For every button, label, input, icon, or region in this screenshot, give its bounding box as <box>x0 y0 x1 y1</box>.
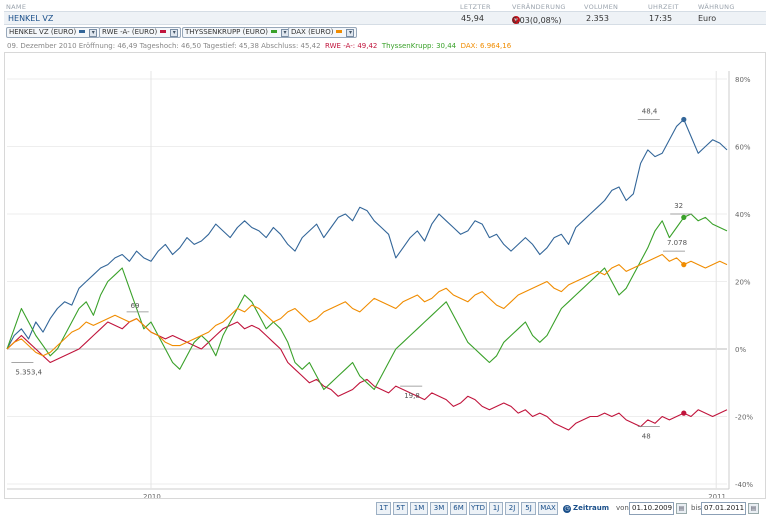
range-6m-button[interactable]: 6M <box>450 502 467 515</box>
chip-henkel[interactable]: HENKEL VZ (EURO) ▾ <box>6 27 101 38</box>
series-swatch <box>79 30 86 33</box>
range-1j-button[interactable]: 1J <box>489 502 503 515</box>
chip-label: HENKEL VZ (EURO) <box>9 28 77 36</box>
series-swatch <box>271 30 277 33</box>
y-tick-label: -20% <box>735 414 753 422</box>
chart-svg[interactable]: 80% 60% 40% 20% 0% -20% -40% 2010 2011 48,4 32 7.07… <box>5 53 765 498</box>
calendar-icon[interactable]: ▤ <box>676 503 687 514</box>
annotation-label: 48 <box>642 433 651 441</box>
column-header: NAME LETZTER VERÄNDERUNG VOLUMEN UHRZEIT… <box>4 2 766 12</box>
range-max-button[interactable]: MAX <box>538 502 558 515</box>
chip-rwe[interactable]: RWE -A- (EURO) ▾ <box>99 27 182 38</box>
col-volume: VOLUMEN <box>584 3 619 11</box>
chip-label: THYSSENKRUPP (EURO) <box>185 28 268 36</box>
dropdown-icon[interactable]: ▾ <box>89 29 98 37</box>
chip-label: DAX (EURO) <box>291 28 334 36</box>
series-line-henkel-vz <box>6 118 728 350</box>
annotation-label: 69 <box>131 302 140 310</box>
chart-lines <box>6 118 728 431</box>
day-info: 09. Dezember 2010 Eröffnung: 46,49 Tages… <box>7 42 511 50</box>
info-rwe: RWE -A-: 49,42 <box>325 42 378 50</box>
y-tick-label: -40% <box>735 481 753 489</box>
quote-currency: Euro <box>698 14 717 23</box>
series-line-thyssenkrupp <box>6 213 728 391</box>
chip-label: RWE -A- (EURO) <box>102 28 158 36</box>
col-time: UHRZEIT <box>648 3 679 11</box>
annotation-label: 48,4 <box>642 108 658 116</box>
day-info-text: 09. Dezember 2010 Eröffnung: 46,49 Tages… <box>7 42 321 50</box>
chart-grid <box>7 71 730 490</box>
y-tick-label: 80% <box>735 76 751 84</box>
x-tick-label: 2011 <box>708 493 726 498</box>
series-marker <box>681 410 687 416</box>
annotation-label: 19,8 <box>404 392 420 400</box>
quote-last: 45,94 <box>461 14 484 23</box>
range-1t-button[interactable]: 1T <box>376 502 391 515</box>
col-name: NAME <box>6 3 27 11</box>
zeitraum-label: Zeitraum <box>573 504 610 512</box>
annotation-label: 5.353,4 <box>15 369 42 377</box>
down-arrow-icon: ▾ <box>512 16 520 24</box>
info-dax: DAX: 6.964,16 <box>460 42 512 50</box>
series-line-dax <box>6 253 728 357</box>
from-date-input[interactable]: 01.10.2009 <box>629 502 674 515</box>
range-5t-button[interactable]: 5T <box>393 502 408 515</box>
chart-labels: 80% 60% 40% 20% 0% -20% -40% 2010 2011 48,4 32 7.07… <box>11 76 753 498</box>
range-1m-button[interactable]: 1M <box>410 502 428 515</box>
col-change: VERÄNDERUNG <box>512 3 566 11</box>
range-2j-button[interactable]: 2J <box>505 502 519 515</box>
to-date-input[interactable]: 07.01.2011 <box>701 502 746 515</box>
series-marker <box>681 116 687 123</box>
series-line-rwe-a- <box>6 318 728 431</box>
series-marker <box>681 262 687 268</box>
quote-change-value: 0,03(0,08%) <box>512 16 562 25</box>
series-swatch <box>160 30 167 33</box>
zeitraum-toggle[interactable]: ◷ Zeitraum <box>563 502 609 515</box>
clock-icon: ◷ <box>563 505 571 513</box>
col-currency: WÄHRUNG <box>698 3 735 11</box>
chart-marks <box>681 116 687 416</box>
chart-area[interactable]: 80% 60% 40% 20% 0% -20% -40% 2010 2011 48,4 32 7.07… <box>4 52 766 499</box>
annotation-label: 7.078 <box>667 239 687 247</box>
calendar-icon[interactable]: ▤ <box>748 503 759 514</box>
quote-time: 17:35 <box>649 14 673 23</box>
von-label: von <box>616 504 629 512</box>
dropdown-icon[interactable]: ▾ <box>170 29 179 37</box>
col-last: LETZTER <box>460 3 491 11</box>
annotation-label: 32 <box>674 202 683 210</box>
range-ytd-button[interactable]: YTD <box>469 502 487 515</box>
y-tick-label: 40% <box>735 211 751 219</box>
chip-dax[interactable]: DAX (EURO) ▾ <box>288 27 358 38</box>
series-swatch <box>336 30 343 33</box>
quote-volume: 2.353 <box>586 14 609 23</box>
y-tick-label: 60% <box>735 144 751 152</box>
info-thyssen: ThyssenKrupp: 30,44 <box>381 42 457 50</box>
chip-thyssen[interactable]: THYSSENKRUPP (EURO) ▾ <box>182 27 292 38</box>
x-tick-label: 2010 <box>143 493 161 498</box>
quote-row[interactable]: HENKEL VZ 45,94 ▾ 0,03(0,08%) 2.353 17:35… <box>4 11 766 25</box>
bis-label: bis <box>691 504 702 512</box>
dropdown-icon[interactable]: ▾ <box>346 29 355 37</box>
series-marker <box>681 214 687 220</box>
y-tick-label: 0% <box>735 346 746 354</box>
range-3m-button[interactable]: 3M <box>430 502 448 515</box>
y-tick-label: 20% <box>735 279 751 287</box>
quote-name[interactable]: HENKEL VZ <box>8 14 54 23</box>
range-5j-button[interactable]: 5J <box>521 502 536 515</box>
